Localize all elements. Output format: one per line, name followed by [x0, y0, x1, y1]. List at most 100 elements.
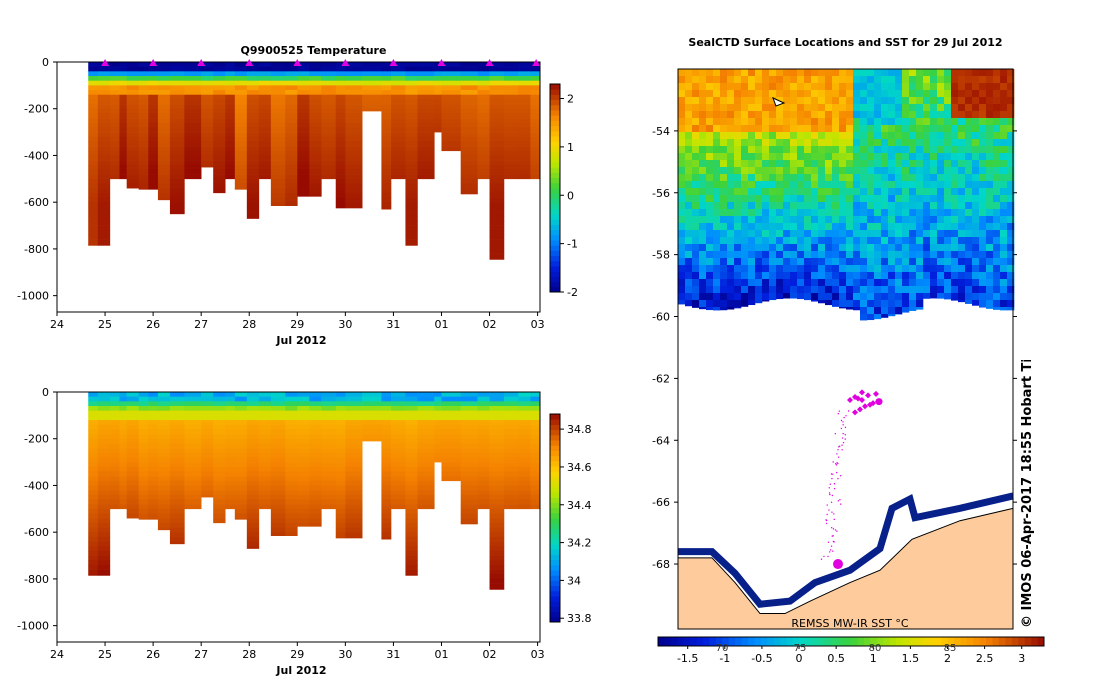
- sal-data-cell: [157, 401, 171, 407]
- temp-data-cell: [417, 113, 435, 119]
- sst-cell: [916, 104, 924, 112]
- sst-cell: [993, 223, 1001, 231]
- sst-cell: [734, 146, 742, 154]
- sst-cell: [993, 69, 1001, 77]
- sal-data-cell: [321, 462, 337, 468]
- sal-data-cell: [391, 476, 406, 482]
- sst-cell: [685, 251, 693, 259]
- temp-data-cell: [184, 62, 202, 67]
- sst-cell: [811, 286, 819, 294]
- sst-cell: [692, 237, 700, 245]
- temp-data-cell: [405, 211, 418, 217]
- temp-data-cell: [297, 174, 310, 180]
- seal-track-point: [830, 501, 833, 504]
- temp-data-cell: [381, 206, 392, 210]
- sst-cell: [706, 300, 714, 308]
- temp-data-cell: [441, 62, 462, 67]
- sal-data-cell: [97, 536, 111, 542]
- temp-data-cell: [157, 132, 171, 138]
- temp-data-cell: [321, 164, 337, 170]
- sst-cell: [818, 181, 826, 189]
- temp-data-cell: [109, 90, 120, 96]
- temp-data-cell: [477, 113, 490, 119]
- sst-cell: [755, 132, 763, 140]
- temp-data-cell: [434, 66, 442, 72]
- sst-cell: [993, 167, 1001, 175]
- sst-cell: [1000, 132, 1008, 140]
- sal-data-cell: [297, 401, 310, 407]
- sal-data-cell: [225, 410, 236, 416]
- sal-data-cell: [345, 480, 363, 486]
- sal-data-cell: [270, 434, 286, 440]
- sal-data-cell: [88, 550, 99, 556]
- seal-track-point: [827, 541, 830, 543]
- temp-data-cell: [297, 71, 310, 77]
- temp-xtick-label: 29: [290, 318, 304, 331]
- sal-data-cell: [434, 392, 442, 397]
- temp-data-cell: [285, 188, 298, 194]
- sal-data-cell: [119, 396, 127, 402]
- sst-cell: [937, 181, 945, 189]
- sst-cell: [937, 244, 945, 252]
- sst-cell: [909, 69, 917, 77]
- sst-cell: [685, 153, 693, 161]
- temp-data-cell: [417, 141, 435, 147]
- sst-cell: [804, 153, 812, 161]
- temp-data-cell: [417, 66, 435, 72]
- map-lat-label: -68: [652, 558, 670, 571]
- sal-data-cell: [201, 392, 214, 397]
- temp-data-cell: [441, 113, 462, 119]
- sst-cell: [1007, 279, 1015, 287]
- temp-data-cell: [345, 146, 363, 152]
- sst-cell: [860, 174, 868, 182]
- sst-cell: [685, 167, 693, 175]
- sal-data-cell: [441, 392, 462, 397]
- sal-data-cell: [138, 420, 149, 426]
- sst-cell: [888, 314, 896, 317]
- sal-data-cell: [518, 429, 531, 435]
- sst-cell: [832, 167, 840, 175]
- sal-data-cell: [345, 438, 363, 444]
- temp-colorbar-swatch: [550, 240, 560, 246]
- temp-data-cell: [270, 85, 286, 91]
- sal-data-cell: [234, 452, 248, 458]
- sst-cell: [993, 293, 1001, 301]
- sal-data-cell: [119, 420, 127, 426]
- sal-data-cell: [97, 546, 111, 552]
- temp-data-cell: [345, 183, 363, 189]
- sst-cell: [748, 230, 756, 238]
- sal-data-cell: [119, 480, 127, 486]
- sst-cell: [867, 132, 875, 140]
- sst-cell: [825, 286, 833, 294]
- sal-data-cell: [345, 452, 363, 458]
- sal-data-cell: [138, 485, 149, 491]
- sst-cell: [818, 258, 826, 266]
- sal-colorbar-label: 34.4: [567, 499, 592, 512]
- temp-data-cell: [391, 132, 406, 138]
- sst-cell: [741, 188, 749, 196]
- temp-data-cell: [258, 104, 272, 110]
- temp-data-columns: [88, 62, 541, 260]
- temp-data-cell: [234, 141, 248, 147]
- sst-field: [678, 69, 1015, 321]
- sal-data-cell: [345, 471, 363, 477]
- sst-cell: [965, 174, 973, 182]
- sal-data-cell: [297, 415, 310, 421]
- sst-cell: [755, 174, 763, 182]
- sst-cell: [965, 216, 973, 224]
- seal-track-point: [832, 473, 834, 475]
- sal-colorbar-swatch: [550, 596, 560, 602]
- sst-cell: [755, 118, 763, 126]
- sal-data-cell: [441, 410, 462, 416]
- sal-data-cell: [321, 466, 337, 472]
- sal-data-cell: [246, 490, 260, 496]
- temp-data-cell: [405, 220, 418, 226]
- sst-cell: [762, 223, 770, 231]
- sst-cell: [937, 160, 945, 168]
- sal-data-cell: [138, 429, 149, 435]
- sst-cell: [692, 216, 700, 224]
- sal-data-cell: [335, 513, 346, 519]
- sst-cell: [881, 160, 889, 168]
- temp-data-cell: [391, 164, 406, 170]
- sst-cell: [986, 237, 994, 245]
